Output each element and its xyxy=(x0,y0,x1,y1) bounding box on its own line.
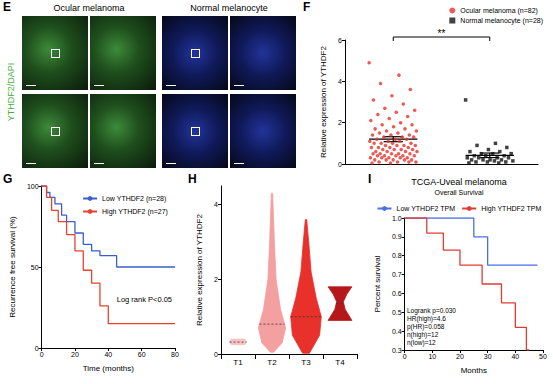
svg-text:n(high)=12: n(high)=12 xyxy=(407,331,439,339)
svg-text:p(HR)=0.058: p(HR)=0.058 xyxy=(407,323,445,331)
svg-text:0.5: 0.5 xyxy=(392,309,402,316)
svg-text:100: 100 xyxy=(27,183,39,190)
svg-text:High YTHDF2 (n=27): High YTHDF2 (n=27) xyxy=(102,208,168,216)
svg-text:Relative expression of YTHDF2: Relative expression of YTHDF2 xyxy=(195,214,204,326)
svg-text:Recurrence free survival (%): Recurrence free survival (%) xyxy=(8,216,17,318)
svg-text:T3: T3 xyxy=(301,358,311,367)
svg-text:50: 50 xyxy=(31,264,39,271)
svg-text:n(low)=12: n(low)=12 xyxy=(407,339,436,347)
svg-text:High YTHDF2 TPM: High YTHDF2 TPM xyxy=(481,205,541,213)
svg-text:Ocular melanoma (n=82): Ocular melanoma (n=82) xyxy=(460,7,538,15)
svg-text:40: 40 xyxy=(511,353,519,360)
svg-text:0.6: 0.6 xyxy=(392,290,402,297)
svg-text:20: 20 xyxy=(456,353,464,360)
html-text:Ocular melanoma: Ocular melanoma xyxy=(53,3,125,13)
svg-text:T2: T2 xyxy=(267,358,277,367)
svg-text:4: 4 xyxy=(214,201,218,208)
html-text:G: G xyxy=(3,172,13,186)
svg-text:40: 40 xyxy=(104,351,112,358)
html-text:I: I xyxy=(368,172,372,186)
svg-text:HR(high)=4.6: HR(high)=4.6 xyxy=(407,315,446,323)
svg-text:Relative expression of YTHDF2: Relative expression of YTHDF2 xyxy=(319,46,328,158)
html-text:H: H xyxy=(188,172,197,186)
svg-text:80: 80 xyxy=(171,351,179,358)
svg-text:0.4: 0.4 xyxy=(392,328,402,335)
svg-text:4: 4 xyxy=(338,78,342,85)
html-text:YTHDF2/DAPI: YTHDF2/DAPI xyxy=(6,62,16,122)
svg-text:0.3: 0.3 xyxy=(392,347,402,354)
svg-text:30: 30 xyxy=(484,353,492,360)
html-text:F: F xyxy=(303,0,311,14)
svg-text:0.8: 0.8 xyxy=(392,252,402,259)
svg-text:20: 20 xyxy=(71,351,79,358)
svg-text:Logrank p=0.030: Logrank p=0.030 xyxy=(407,307,456,315)
svg-text:10: 10 xyxy=(428,353,436,360)
svg-text:T4: T4 xyxy=(335,358,345,367)
svg-text:TCGA-Uveal melanoma: TCGA-Uveal melanoma xyxy=(411,177,507,187)
svg-text:Normal melanocyte (n=28): Normal melanocyte (n=28) xyxy=(460,17,543,25)
svg-text:Log rank P<0.05: Log rank P<0.05 xyxy=(117,295,172,304)
svg-text:Low YTHDF2 TPM: Low YTHDF2 TPM xyxy=(396,205,455,212)
svg-text:0: 0 xyxy=(214,351,218,358)
svg-text:50: 50 xyxy=(539,353,547,360)
svg-text:0: 0 xyxy=(40,351,44,358)
svg-text:Low YTHDF2 (n=28): Low YTHDF2 (n=28) xyxy=(102,195,166,203)
svg-text:0.7: 0.7 xyxy=(392,271,402,278)
svg-text:T1: T1 xyxy=(233,358,243,367)
svg-text:0: 0 xyxy=(338,161,342,168)
svg-text:6: 6 xyxy=(338,37,342,44)
svg-text:0.9: 0.9 xyxy=(392,233,402,240)
html-text:Normal melanocyte: Normal melanocyte xyxy=(190,3,268,13)
svg-text:1.0: 1.0 xyxy=(392,215,402,222)
svg-text:60: 60 xyxy=(138,351,146,358)
svg-text:2: 2 xyxy=(338,119,342,126)
html-text:E: E xyxy=(3,0,11,14)
svg-text:**: ** xyxy=(438,28,446,39)
svg-text:Overall Survival: Overall Survival xyxy=(434,189,483,196)
svg-text:Percent survival: Percent survival xyxy=(373,255,382,312)
svg-text:Months: Months xyxy=(461,366,487,375)
svg-text:2: 2 xyxy=(214,276,218,283)
svg-text:0: 0 xyxy=(35,345,39,352)
svg-text:0: 0 xyxy=(403,353,407,360)
svg-text:Time (months): Time (months) xyxy=(83,364,135,373)
